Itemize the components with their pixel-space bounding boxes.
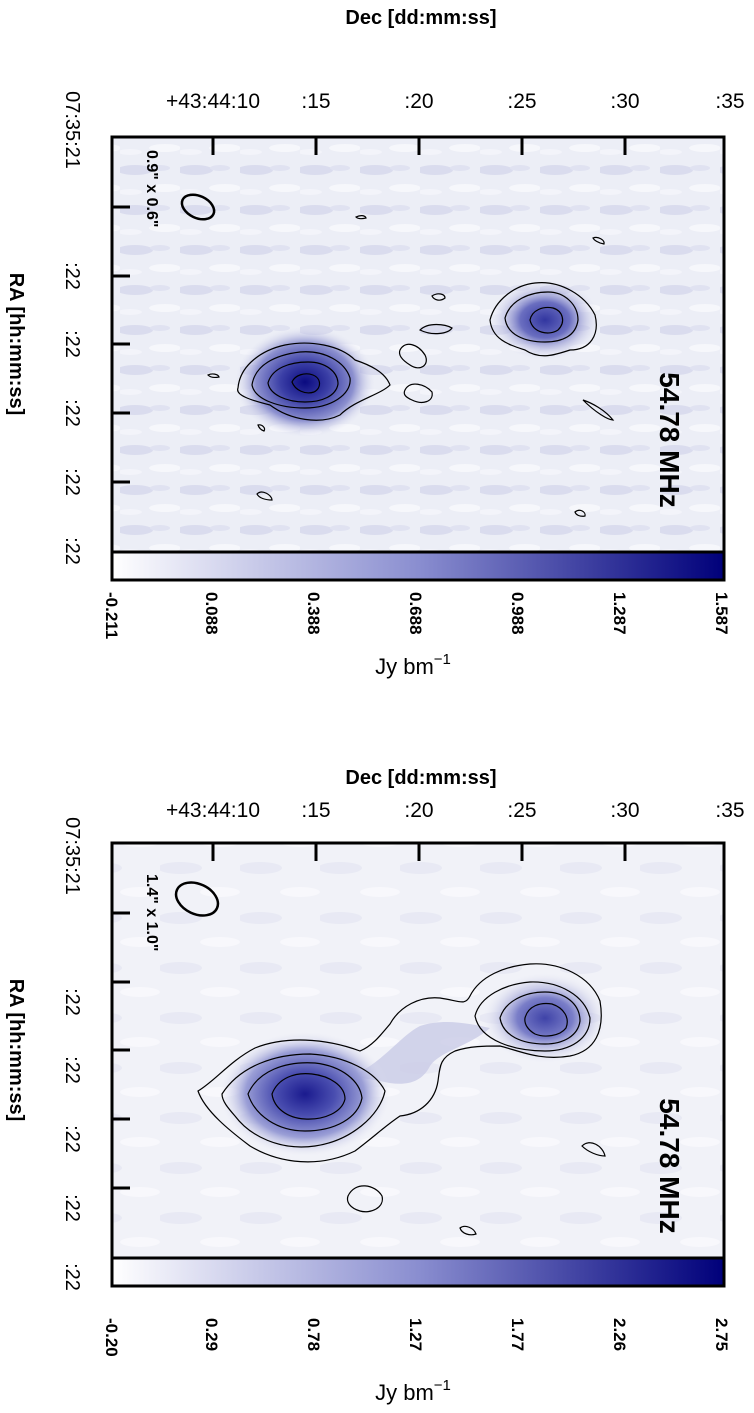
panel-2-ra-axis-title: RA [hh:mm:ss] [5, 979, 27, 1122]
panel-1-frequency-label: 54.78 MHz [654, 372, 685, 507]
panel-1-colorbar-tick: 0.688 [406, 592, 425, 635]
panel-2-colorbar-tick: 1.77 [508, 1318, 527, 1351]
panel-1-colorbar-tick: 1.587 [712, 592, 731, 635]
panel-1-source-a [235, 327, 375, 437]
panel-2-dec-tick-label: +43:44:10 [166, 799, 260, 822]
panel-1-dec-tick-label: +43:44:10 [166, 90, 260, 113]
panel-1-beam-label: 0.9" x 0.6" [143, 150, 160, 227]
panel-2-colorbar-tick: -0.20 [102, 1318, 121, 1357]
panel-1-dec-tick-label: :15 [301, 90, 330, 113]
panel-1-contours [206, 215, 615, 517]
panel-2-dec-axis-title: Dec [dd:mm:ss] [345, 767, 496, 789]
panel-2-contours [197, 963, 606, 1273]
panel-1-ra-tick-marks [112, 205, 130, 484]
panel-2-colorbar-tick: 2.26 [610, 1318, 629, 1351]
panel-1-dec-tick-label: :30 [610, 90, 639, 113]
panel-2-ra-tick-marks [112, 911, 130, 1190]
panel-2-ra-tick-label: :22 [61, 1125, 83, 1153]
panel-1-source-b [490, 280, 600, 360]
panel-2-ra-tick-label: :22 [61, 1056, 83, 1084]
panel-1-colorbar-tick: 0.988 [508, 592, 527, 635]
panel-2: Dec [dd:mm:ss] +43:44:10 :15 :20 :25 :30… [0, 706, 754, 1412]
panel-1-dec-tick-label: :35 [715, 90, 744, 113]
panel-2-source-a [220, 1032, 390, 1156]
panel-2-dec-tick-label: :20 [404, 799, 433, 822]
panel-2-colorbar [110, 1256, 726, 1288]
panel-1-dec-axis-title: Dec [dd:mm:ss] [345, 7, 496, 29]
panel-1-colorbar-tick: 1.287 [610, 592, 629, 635]
panel-2-beam-label: 1.4" x 1.0" [143, 874, 160, 951]
panel-2-frequency-label: 54.78 MHz [654, 1098, 685, 1233]
panel-2-figure: Dec [dd:mm:ss] +43:44:10 :15 :20 :25 :30… [5, 767, 745, 1405]
panel-1-colorbar-tick: 0.388 [304, 592, 323, 635]
panel-2-source-b [483, 973, 607, 1063]
panel-2-dec-tick-label: :30 [610, 799, 639, 822]
panel-1-beam-ellipse [180, 193, 216, 221]
panel-1-map [112, 137, 724, 552]
panel-1-dec-tick-marks [211, 137, 627, 155]
panel-2-dec-tick-label: :25 [507, 799, 536, 822]
panel-1-colorbar-unit: Jy bm−1 [375, 651, 451, 679]
panel-2-ra-tick-label: 07:35:21 [61, 817, 83, 895]
panel-2-colorbar-tick: 0.29 [202, 1318, 221, 1351]
panel-1-figure: Dec [dd:mm:ss] +43:44:10 :15 :20 :25 :30… [5, 7, 745, 679]
panel-2-dec-tick-marks [211, 843, 627, 861]
panel-2-dec-tick-label: :15 [301, 799, 330, 822]
panel-1-ra-tick-label: :22 [61, 399, 83, 427]
panel-1-ra-tick-label: :22 [61, 262, 83, 290]
panel-1: Dec [dd:mm:ss] +43:44:10 :15 :20 :25 :30… [0, 0, 754, 706]
panel-2-dec-tick-label: :35 [715, 799, 744, 822]
panel-1-colorbar-tick: -0.211 [102, 592, 121, 639]
panel-2-beam-ellipse [174, 881, 220, 917]
panel-1-colorbar-tick: 0.088 [202, 592, 221, 635]
panel-1-ra-tick-label: 07:35:21 [61, 91, 83, 169]
panel-2-ra-tick-label: :22 [61, 988, 83, 1016]
panel-1-colorbar [110, 550, 726, 582]
panel-1-ra-tick-label: :22 [61, 537, 83, 565]
panel-2-ra-tick-label: :22 [61, 1194, 83, 1222]
panel-1-dec-tick-label: :20 [404, 90, 433, 113]
panel-2-colorbar-tick: 0.78 [304, 1318, 323, 1351]
panel-2-colorbar-tick: 2.75 [712, 1318, 731, 1351]
panel-1-ra-tick-label: :22 [61, 330, 83, 358]
panel-1-ra-axis-title: RA [hh:mm:ss] [5, 273, 27, 416]
panel-1-ra-tick-label: :22 [61, 468, 83, 496]
panel-2-bridge [350, 1022, 490, 1084]
panel-2-ra-tick-label: :22 [61, 1263, 83, 1291]
panel-2-colorbar-tick: 1.27 [406, 1318, 425, 1351]
panel-2-colorbar-unit: Jy bm−1 [375, 1377, 451, 1405]
panel-1-dec-tick-label: :25 [507, 90, 536, 113]
